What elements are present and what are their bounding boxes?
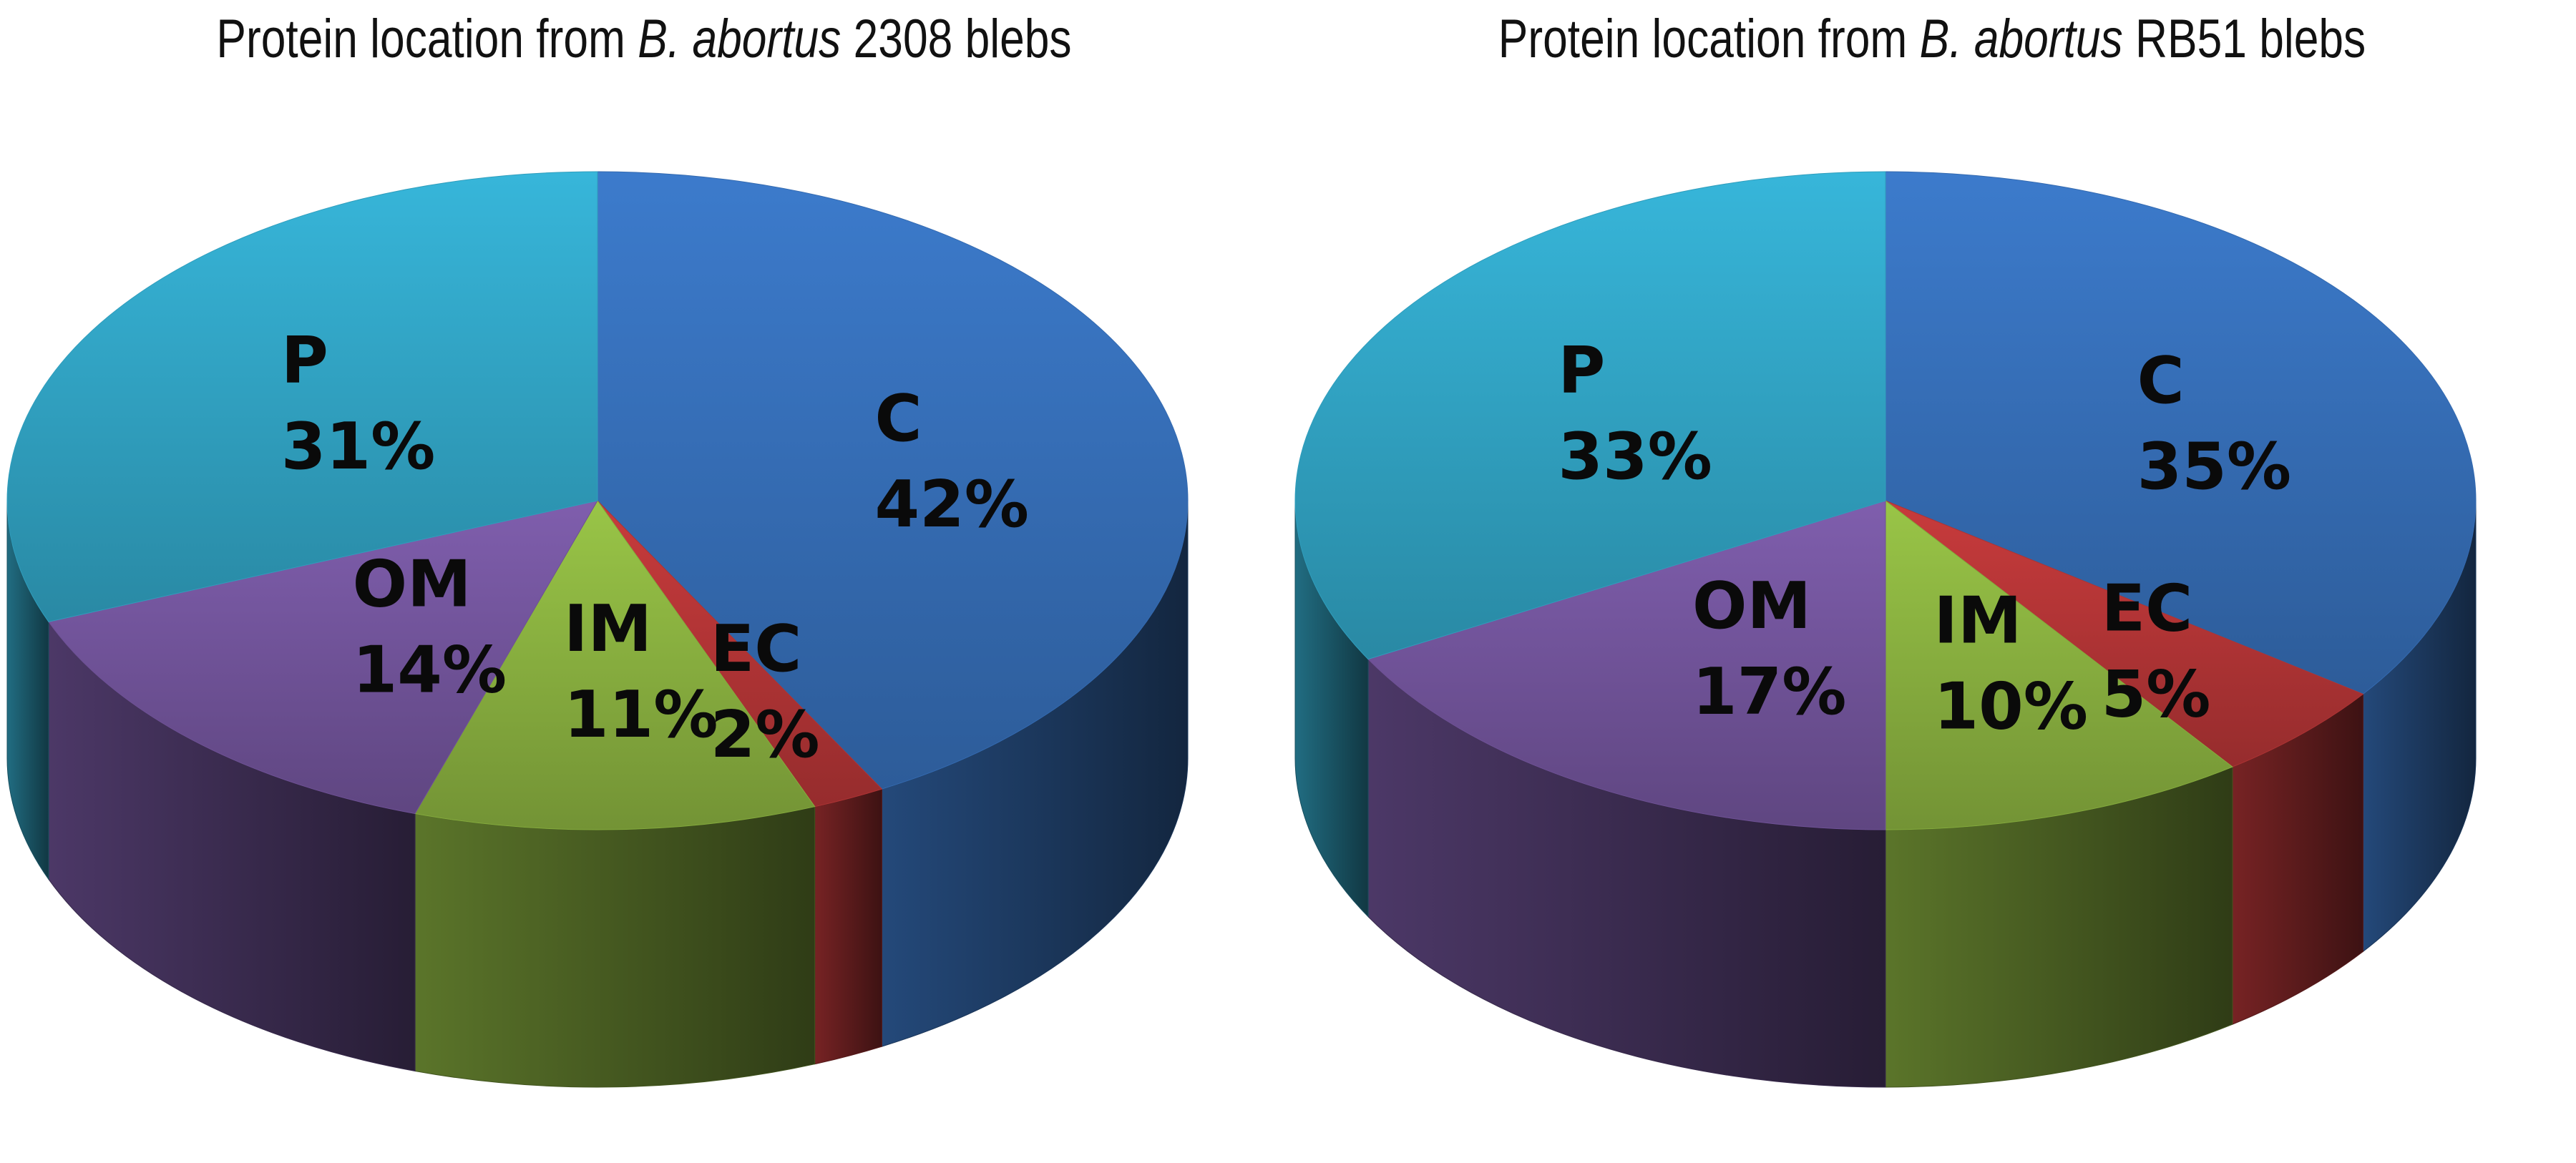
pie-slice-c <box>597 171 1189 790</box>
pie-chart-2308: Protein location from B. abortus 2308 bl… <box>6 0 1189 1088</box>
slice-name-ec: EC <box>711 612 802 687</box>
pie-side-walls <box>1294 500 2477 1088</box>
slice-name-p: P <box>281 323 328 398</box>
slice-value-c: 35% <box>2137 429 2291 504</box>
chart-title: Protein location from B. abortus 2308 bl… <box>116 0 1172 93</box>
pie-slice-p <box>6 171 598 622</box>
title-italic: B. abortus <box>1919 9 2123 69</box>
chart-title: Protein location from B. abortus RB51 bl… <box>1404 0 2460 93</box>
pie-plot-2308: C 42% EC 2% IM 11% OM 14% P 31% <box>6 171 1189 1088</box>
slice-value-im: 11% <box>564 677 718 752</box>
slice-value-ec: 5% <box>2102 657 2211 732</box>
pie-chart-rb51: Protein location from B. abortus RB51 bl… <box>1288 0 2576 1163</box>
slice-value-p: 33% <box>1558 419 1712 494</box>
pie-labels: C 42% EC 2% IM 11% OM 14% P 31% <box>281 323 1029 772</box>
slice-name-c: C <box>2137 343 2185 418</box>
slice-value-p: 31% <box>281 409 435 484</box>
pie-slice-c <box>1885 171 2477 695</box>
pie-side-walls <box>6 500 1189 1088</box>
slice-name-ec: EC <box>2102 571 2193 647</box>
pie-slice-p <box>1294 171 1886 660</box>
title-prefix: Protein location from <box>216 9 638 69</box>
pie-top-faces <box>6 171 1189 830</box>
pie-labels: C 35% EC 5% IM 10% OM 17% P 33% <box>1558 333 2291 745</box>
pie-side-im <box>414 806 816 1088</box>
title-suffix: RB51 blebs <box>2122 9 2366 69</box>
slice-value-c: 42% <box>874 467 1028 542</box>
slice-value-ec: 2% <box>711 697 820 772</box>
pie-slice-ec <box>1885 500 2364 767</box>
pie-plot-rb51: C 35% EC 5% IM 10% OM 17% P 33% <box>1294 171 2477 1088</box>
pie-slice-om <box>1367 500 1886 830</box>
slice-name-om: OM <box>353 547 472 622</box>
slice-name-im: IM <box>1933 584 2021 659</box>
slice-value-om: 17% <box>1692 654 1846 730</box>
slice-name-c: C <box>874 381 922 456</box>
slice-value-om: 14% <box>353 633 507 708</box>
title-suffix: 2308 blebs <box>841 9 1072 69</box>
pie-slice-om <box>48 500 599 815</box>
pie-slice-im <box>1885 499 2233 830</box>
pie-slice-im <box>414 500 816 830</box>
pie-top-faces <box>1294 171 2477 830</box>
title-prefix: Protein location from <box>1498 9 1920 69</box>
pie-side-ec <box>814 788 882 1065</box>
title-italic: B. abortus <box>638 9 841 69</box>
slice-name-im: IM <box>564 592 652 667</box>
slice-value-im: 10% <box>1933 669 2087 745</box>
slice-name-p: P <box>1558 333 1605 408</box>
slice-name-om: OM <box>1692 569 1811 644</box>
